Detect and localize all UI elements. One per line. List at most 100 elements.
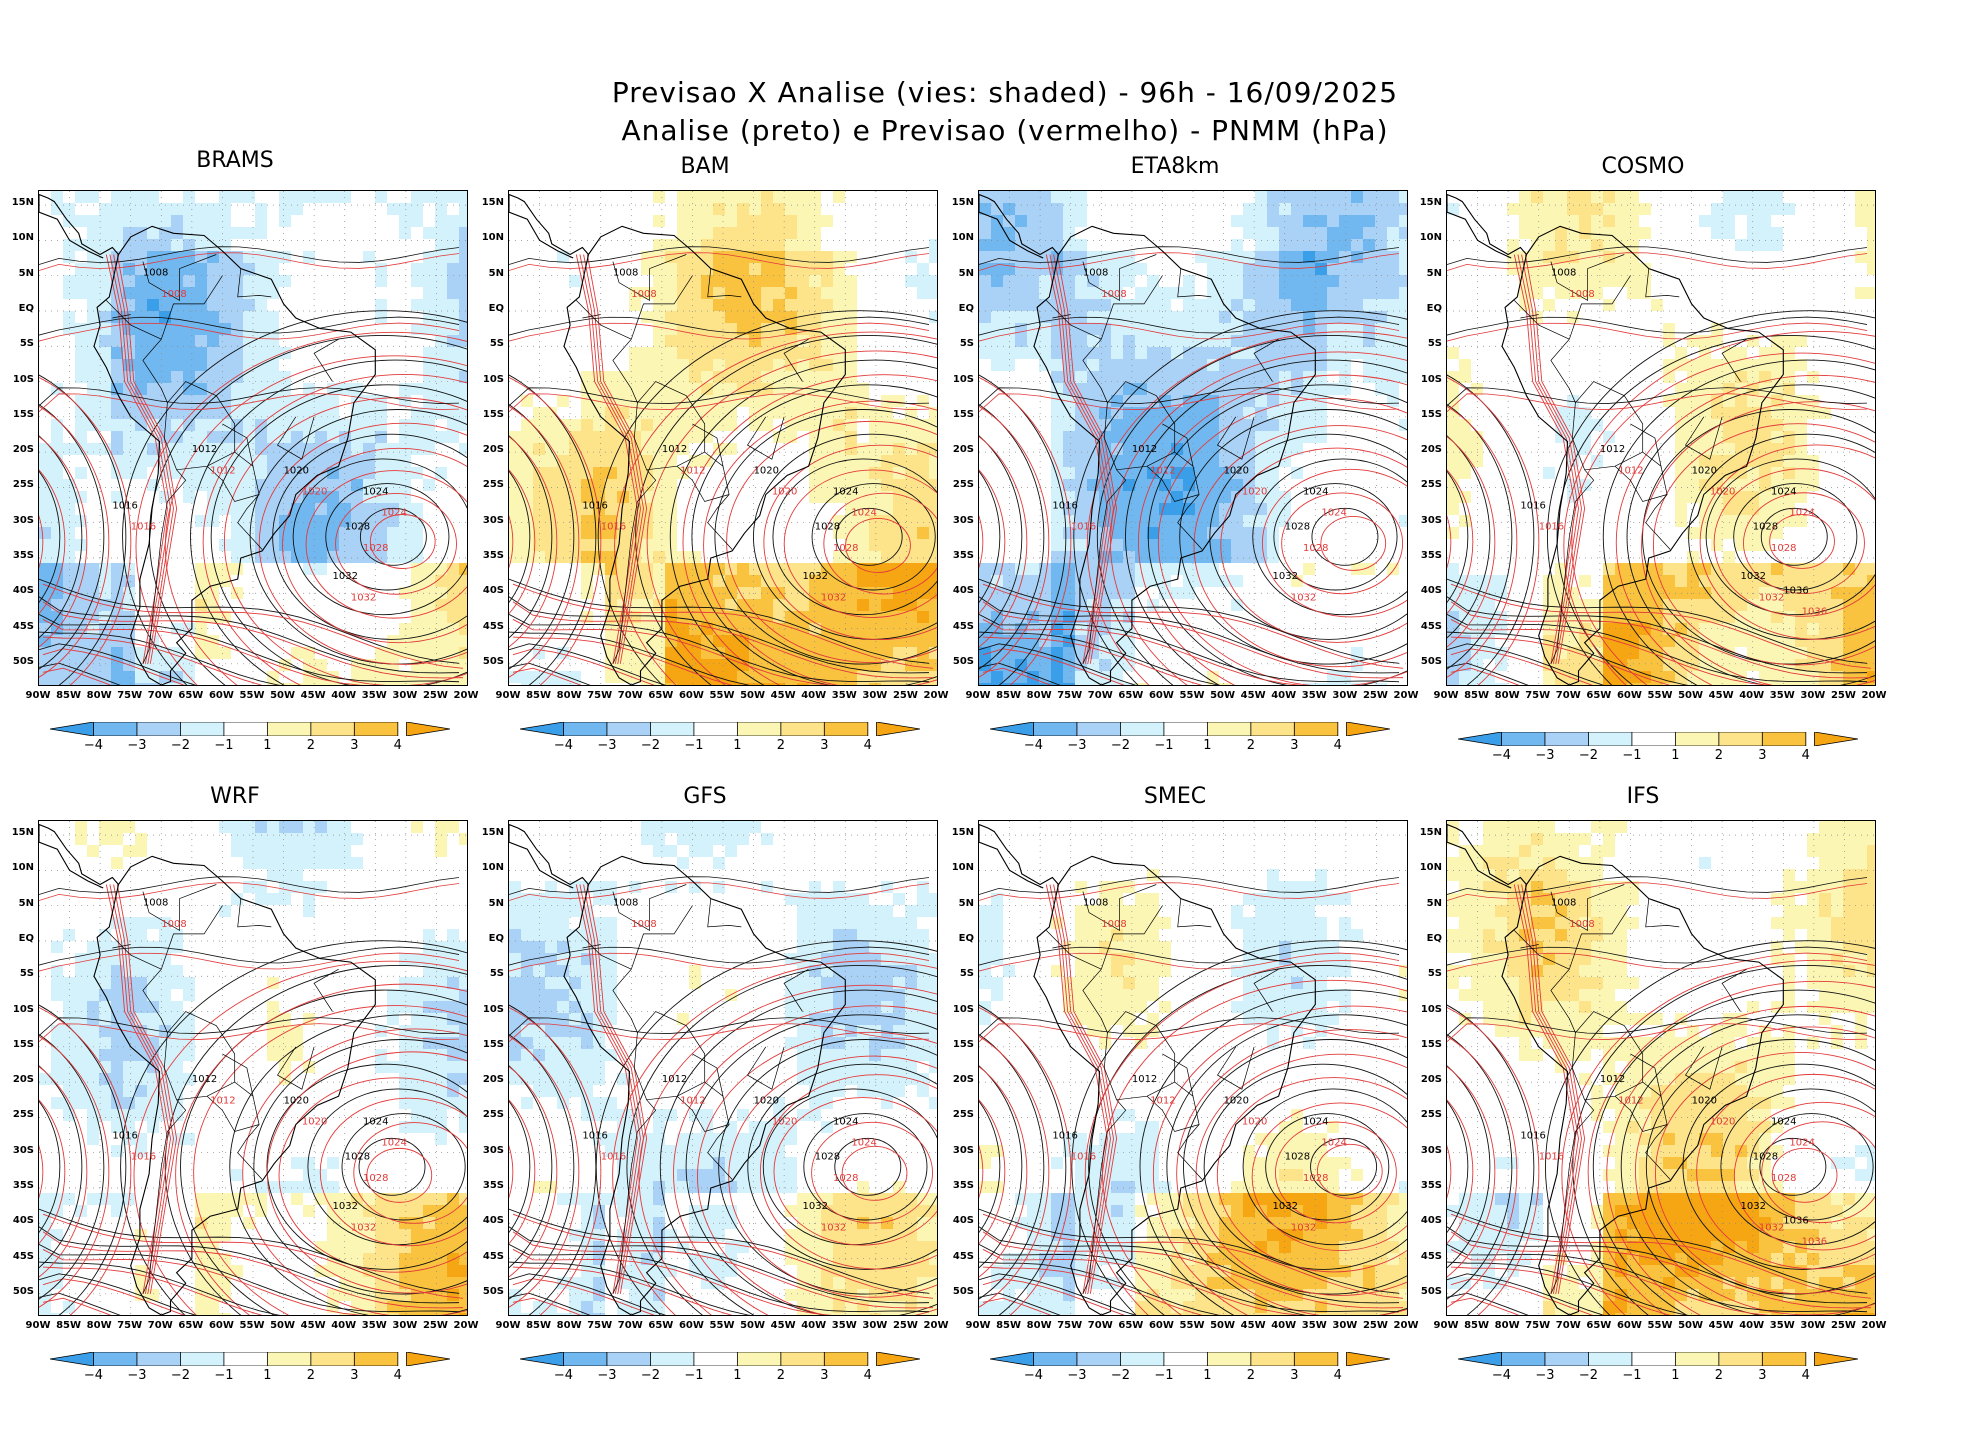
isobar-label-forecast: 1028 [833, 1173, 858, 1184]
lon-tick-label: 60W [208, 1320, 234, 1331]
colorbar-swatch [606, 1352, 651, 1366]
lon-tick-label: 65W [648, 690, 674, 701]
lon-tick-label: 50W [1210, 1320, 1236, 1331]
colorbar-swatch [650, 1352, 695, 1366]
bias-shading [39, 191, 467, 685]
lon-tick-label: 85W [56, 1320, 82, 1331]
lon-tick-label: 40W [1271, 690, 1297, 701]
lon-tick-label: 50W [1678, 1320, 1704, 1331]
map-panel-smec: SMEC 1008 1008 1012 1012 1016 1016 1020 1020 1024… [940, 778, 1419, 1383]
bias-map: 1008 1008 1012 1012 1016 1016 1020 1020 1024 1024… [509, 191, 937, 685]
colorbar-swatch [406, 722, 450, 736]
isobar-label-analysis: 1008 [143, 268, 168, 279]
lon-tick-label: 60W [678, 690, 704, 701]
colorbar-swatch [353, 722, 399, 736]
lon-tick-label: 20W [453, 690, 479, 701]
lon-tick-label: 30W [392, 690, 418, 701]
isobar-label-analysis: 1028 [1285, 1152, 1310, 1163]
lat-tick-label: 35S [482, 549, 504, 561]
lon-tick-label: 20W [1393, 1320, 1419, 1331]
lat-tick-label: 25S [952, 479, 974, 491]
colorbar-label: −3 [127, 1368, 147, 1383]
isobar-label-forecast: 1012 [680, 465, 705, 476]
colorbar-label: 3 [820, 1368, 829, 1383]
lon-tick-label: 50W [1210, 690, 1236, 701]
colorbar [50, 1352, 450, 1366]
isobar-label-forecast: 1032 [351, 592, 376, 603]
bias-map: 1008 1008 1012 1012 1016 1016 1020 1020 1024 1024… [39, 191, 467, 685]
colorbar-swatch [50, 722, 94, 736]
lat-tick-label: 50S [1420, 1285, 1442, 1297]
lon-tick-label: 50W [740, 690, 766, 701]
lon-tick-label: 50W [1678, 690, 1704, 701]
lat-tick-label: 20S [12, 444, 34, 456]
isobar-label-analysis: 1024 [1303, 486, 1328, 497]
lat-tick-label: 5N [488, 267, 504, 279]
lon-tick-label: 45W [1708, 690, 1734, 701]
isobar-label-analysis: 1016 [1052, 501, 1077, 512]
lon-tick-label: 85W [1464, 690, 1490, 701]
isobar-label-analysis: 1024 [1303, 1116, 1328, 1127]
isobar-label-forecast: 1024 [851, 1138, 876, 1149]
colorbar-swatch [736, 1352, 782, 1366]
colorbar-label: 2 [776, 1368, 785, 1383]
lon-tick-label: 55W [1647, 690, 1673, 701]
lat-tick-label: 40S [12, 1215, 34, 1227]
lon-tick-label: 35W [1301, 1320, 1327, 1331]
lon-tick-label: 80W [86, 690, 112, 701]
colorbar-swatch [1544, 1352, 1589, 1366]
lon-tick-label: 35W [1301, 690, 1327, 701]
colorbar-label: 3 [350, 738, 359, 753]
lat-tick-label: 10N [11, 862, 34, 874]
lat-tick-label: 25S [482, 479, 504, 491]
colorbar-label: 4 [393, 738, 402, 753]
graticule [509, 821, 937, 1315]
lon-tick-label: 25W [1830, 1320, 1856, 1331]
lon-tick-label: 45W [1708, 1320, 1734, 1331]
lat-tick-label: 10N [1419, 232, 1442, 244]
lat-tick-label: 15N [1419, 827, 1442, 839]
lon-tick-label: 25W [1362, 690, 1388, 701]
colorbar-label: −1 [1154, 1368, 1174, 1383]
colorbar-swatch [520, 722, 564, 736]
colorbar-label: 3 [1290, 738, 1299, 753]
map-frame: 1008 1008 1012 1012 1016 1016 1020 1020 1024 1024… [38, 190, 468, 686]
isobar-label-forecast: 1016 [1539, 522, 1564, 533]
colorbar-label: 2 [1246, 1368, 1255, 1383]
colorbar-swatch [606, 722, 651, 736]
lon-tick-label: 70W [147, 690, 173, 701]
colorbar [520, 722, 920, 736]
lat-tick-label: 5N [958, 267, 974, 279]
lon-tick-label: 30W [862, 1320, 888, 1331]
isobar-label-analysis: 1012 [192, 1074, 217, 1085]
isobar-label-analysis: 1020 [284, 465, 309, 476]
colorbar-swatch [1814, 732, 1858, 746]
country-borders [106, 884, 339, 1294]
lon-tick-label: 45W [1240, 690, 1266, 701]
lat-tick-label: 5N [1426, 267, 1442, 279]
lat-tick-label: 30S [12, 514, 34, 526]
lat-tick-label: 40S [12, 585, 34, 597]
lon-tick-label: 25W [892, 1320, 918, 1331]
lat-tick-label: 5N [1426, 897, 1442, 909]
colorbar-swatch [266, 1352, 312, 1366]
isobar-label-analysis: 1032 [802, 571, 827, 582]
isobar-label-analysis: 1032 [1272, 571, 1297, 582]
lon-tick-label: 25W [422, 1320, 448, 1331]
lon-tick-label: 90W [965, 1320, 991, 1331]
country-borders [1046, 254, 1279, 664]
lon-tick-label: 45W [300, 690, 326, 701]
panel-title: BRAMS [196, 148, 274, 173]
colorbar-label: 4 [863, 1368, 872, 1383]
isobar-label-analysis: 1036 [1783, 1215, 1808, 1226]
isobar-label-forecast: 1024 [1321, 1138, 1346, 1149]
isobar-label-analysis: 1024 [833, 486, 858, 497]
lon-tick-label: 70W [617, 1320, 643, 1331]
colorbar-label: −2 [1578, 1368, 1599, 1383]
colorbar-swatch [1674, 1352, 1720, 1366]
isobar-label-forecast: 1020 [1710, 1116, 1735, 1127]
lat-tick-label: 50S [482, 1285, 504, 1297]
lon-tick-label: 65W [648, 1320, 674, 1331]
lon-tick-label: 20W [923, 1320, 949, 1331]
lon-tick-label: 80W [1026, 690, 1052, 701]
